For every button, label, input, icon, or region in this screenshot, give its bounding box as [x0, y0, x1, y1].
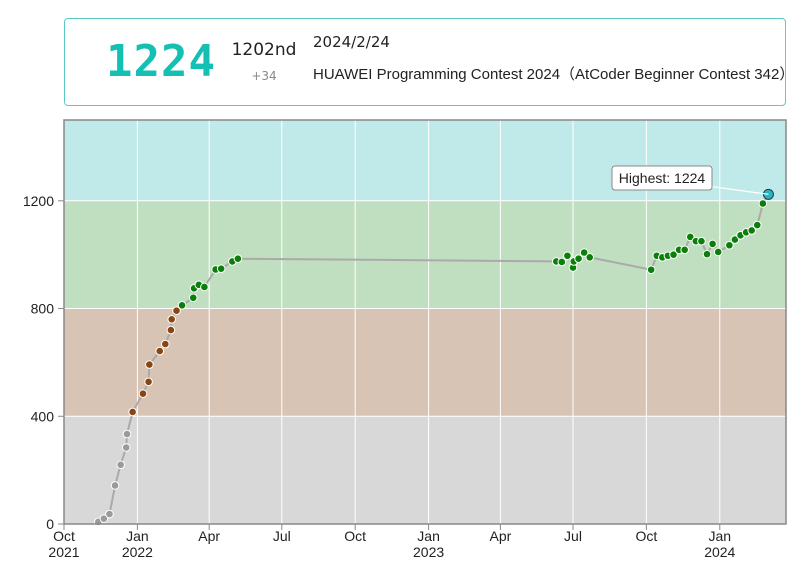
rating-point[interactable]: [138, 389, 148, 398]
rating-point[interactable]: [155, 346, 165, 356]
rating-point[interactable]: [128, 407, 137, 417]
y-tick-label: 1200: [23, 193, 54, 209]
rating-point[interactable]: [563, 251, 572, 261]
rating-point[interactable]: [188, 293, 198, 303]
rating-point[interactable]: [99, 514, 109, 523]
rating-point[interactable]: [200, 282, 209, 292]
rating-point[interactable]: [579, 248, 589, 257]
rating-point[interactable]: [730, 235, 740, 244]
rating-point[interactable]: [697, 236, 706, 246]
rating-point[interactable]: [669, 250, 678, 259]
rating-point[interactable]: [144, 377, 153, 387]
x-tick-label: Apr: [198, 528, 220, 544]
rating-band-gray: [64, 416, 786, 524]
highest-tooltip: [611, 165, 713, 191]
highest-label: Highest: 1224: [619, 170, 706, 186]
contest-date: 2024/2/24: [313, 33, 390, 51]
rating-point[interactable]: [685, 232, 695, 242]
x-tick-label: Oct: [344, 528, 366, 544]
rating-point[interactable]: [680, 245, 689, 255]
contest-name[interactable]: HUAWEI Programming Contest 2024（AtCoder …: [313, 66, 795, 83]
rating-point[interactable]: [121, 443, 131, 452]
rating-point[interactable]: [713, 247, 723, 257]
x-tick-label: Jan: [417, 528, 440, 544]
rating-point[interactable]: [177, 301, 187, 310]
x-tick-year-label: 2021: [48, 544, 79, 560]
rating-point[interactable]: [758, 199, 768, 208]
x-tick-label: Jul: [273, 528, 291, 544]
rating-point[interactable]: [708, 239, 717, 249]
rating-point[interactable]: [167, 315, 177, 324]
x-tick-year-label: 2024: [704, 544, 735, 560]
y-tick-label: 400: [31, 408, 55, 424]
rating-band-brown: [64, 308, 786, 417]
y-tick-label: 0: [46, 516, 54, 532]
rating-point[interactable]: [574, 254, 583, 264]
rating-diff: +34: [251, 69, 277, 83]
x-tick-label: Oct: [635, 528, 657, 544]
rating-point[interactable]: [585, 253, 595, 262]
x-tick-year-label: 2023: [413, 544, 444, 560]
x-tick-label: Jul: [564, 528, 582, 544]
x-tick-label: Oct: [53, 528, 75, 544]
rating-point[interactable]: [166, 325, 176, 335]
rating-point[interactable]: [116, 460, 125, 470]
contest-rank: 1202nd: [231, 40, 297, 60]
rating-point[interactable]: [233, 254, 243, 264]
rating-point[interactable]: [172, 306, 181, 315]
plot-border: [63, 119, 787, 525]
rating-point[interactable]: [752, 220, 762, 230]
rating-point[interactable]: [216, 264, 226, 273]
rating-point[interactable]: [105, 509, 114, 519]
rating-point[interactable]: [725, 240, 734, 250]
rating-point[interactable]: [122, 429, 132, 439]
x-tick-label: Jan: [126, 528, 149, 544]
rating-point[interactable]: [747, 226, 756, 235]
contest-status-panel: [64, 18, 786, 106]
rating-point[interactable]: [110, 481, 120, 490]
x-tick-label: Jan: [708, 528, 731, 544]
rating-point[interactable]: [145, 360, 154, 369]
rating-point[interactable]: [702, 249, 712, 259]
y-tick-label: 800: [31, 301, 55, 317]
x-tick-year-label: 2022: [122, 544, 153, 560]
rating-point[interactable]: [646, 265, 656, 275]
rating-point[interactable]: [557, 257, 567, 267]
rating-point[interactable]: [161, 339, 170, 349]
x-tick-label: Apr: [489, 528, 511, 544]
current-rating: 1224: [106, 36, 216, 87]
